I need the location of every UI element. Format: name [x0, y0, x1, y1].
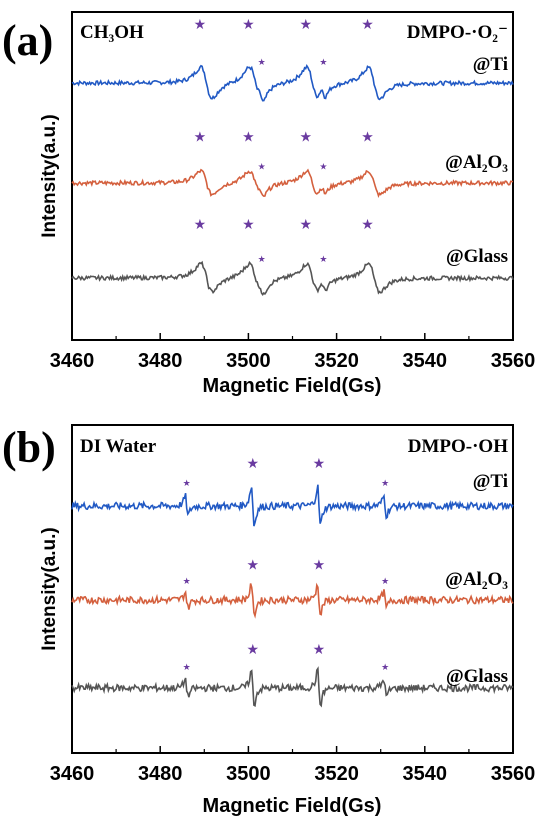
panel-b: (b) DI Water DMPO-·OH Intensity(a.u.) Ma…: [2, 423, 535, 817]
peak-marker-main: ★: [299, 218, 312, 233]
peak-marker-minor: ★: [319, 162, 327, 172]
panel-a-label: (a): [2, 16, 53, 65]
x-tick-label: 3540: [403, 350, 448, 372]
x-tick-label: 3480: [138, 763, 183, 785]
panel-a-xlabel: Magnetic Field(Gs): [203, 375, 382, 397]
peak-marker-minor: ★: [258, 254, 266, 264]
peak-marker-minor: ★: [258, 57, 266, 67]
series-line: [71, 582, 514, 619]
peak-marker-minor: ★: [319, 57, 327, 67]
peak-marker-minor: ★: [381, 662, 389, 672]
panel-a: (a) CH₃OH DMPO-·O₂⁻ Intensity(a.u.) Magn…: [2, 11, 536, 397]
series-label: @Al₂O₃: [445, 569, 508, 590]
peak-marker-main: ★: [313, 559, 326, 574]
panel-a-x-ticks: 3460 3480 3500 3520 3540 3560: [50, 333, 536, 372]
peak-marker-minor: ★: [183, 576, 191, 586]
x-tick-label: 3500: [226, 350, 271, 372]
peak-marker-main: ★: [313, 457, 326, 472]
peak-marker-main: ★: [242, 131, 255, 146]
peak-marker-minor: ★: [183, 662, 191, 672]
peak-marker-minor: ★: [258, 162, 266, 172]
peak-marker-main: ★: [361, 218, 374, 233]
x-tick-label: 3560: [491, 763, 536, 785]
panel-a-solvent: CH₃OH: [80, 22, 144, 43]
x-tick-label: 3520: [314, 763, 359, 785]
panel-a-probe: DMPO-·O₂⁻: [407, 22, 508, 43]
peak-marker-main: ★: [313, 643, 326, 658]
peak-marker-minor: ★: [381, 576, 389, 586]
panel-b-xlabel: Magnetic Field(Gs): [203, 795, 382, 817]
peak-marker-minor: ★: [381, 478, 389, 488]
panel-a-traces: @Ti ★ ★ ★ ★ ★ ★ @Al₂O₃ ★ ★ ★ ★ ★ ★ @Glass ★ ★ ★ ★ ★ ★: [71, 18, 514, 296]
panel-b-label: (b): [2, 423, 56, 472]
x-tick-label: 3540: [403, 763, 448, 785]
peak-marker-main: ★: [242, 18, 255, 33]
peak-marker-main: ★: [247, 559, 260, 574]
peak-marker-main: ★: [247, 457, 260, 472]
panel-b-ylabel: Intensity(a.u.): [39, 527, 60, 651]
series-label: @Glass: [446, 246, 508, 267]
x-tick-label: 3460: [50, 763, 95, 785]
panel-b-traces: @Ti ★ ★ ★ ★ @Al₂O₃ ★ ★ ★ ★ @Glass ★ ★ ★ ★: [71, 457, 514, 708]
peak-marker-main: ★: [247, 643, 260, 658]
peak-marker-main: ★: [194, 218, 207, 233]
x-tick-label: 3460: [50, 350, 95, 372]
x-tick-label: 3500: [226, 763, 271, 785]
peak-marker-main: ★: [194, 131, 207, 146]
series-line: [71, 64, 514, 102]
peak-marker-main: ★: [242, 218, 255, 233]
x-tick-label: 3560: [491, 350, 536, 372]
peak-marker-main: ★: [361, 18, 374, 33]
series-label: @Al₂O₃: [445, 152, 508, 173]
series-label: @Glass: [446, 666, 508, 687]
panel-b-solvent: DI Water: [80, 436, 157, 457]
panel-a-ylabel: Intensity(a.u.): [39, 114, 60, 238]
x-tick-label: 3520: [314, 350, 359, 372]
panel-a-frame: [71, 11, 514, 341]
series-label: @Ti: [473, 471, 508, 492]
series-line: [71, 666, 514, 708]
peak-marker-minor: ★: [319, 254, 327, 264]
panel-b-x-ticks: 3460 3480 3500 3520 3540 3560: [50, 746, 536, 785]
peak-marker-main: ★: [299, 18, 312, 33]
peak-marker-main: ★: [361, 131, 374, 146]
series-label: @Ti: [473, 54, 508, 75]
series-line: [71, 168, 514, 199]
panel-b-probe: DMPO-·OH: [408, 436, 508, 457]
peak-marker-main: ★: [194, 18, 207, 33]
peak-marker-main: ★: [299, 131, 312, 146]
series-line: [71, 260, 514, 296]
series-line: [71, 484, 514, 527]
peak-marker-minor: ★: [183, 478, 191, 488]
x-tick-label: 3480: [138, 350, 183, 372]
